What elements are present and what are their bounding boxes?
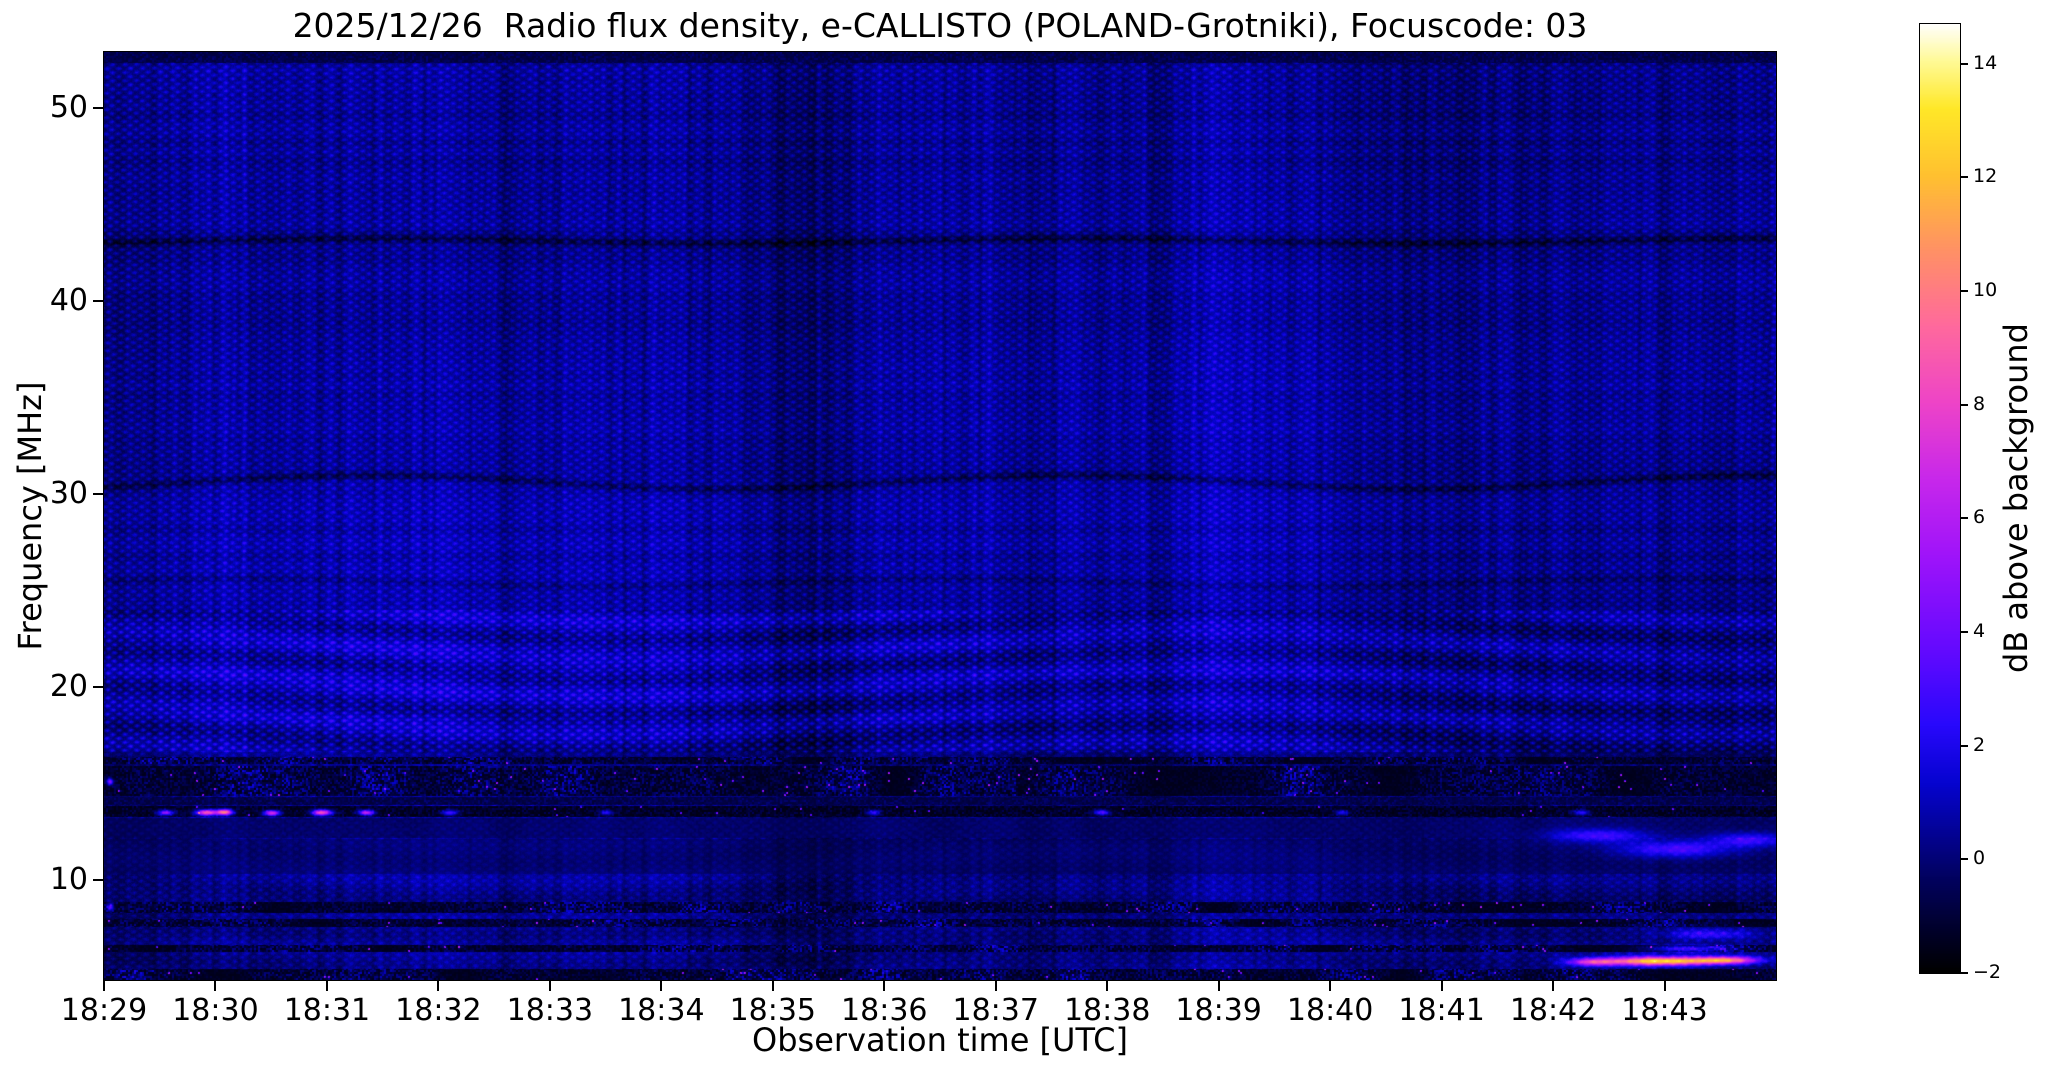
x-tick-mark xyxy=(883,981,886,991)
y-tick-label: 20 xyxy=(49,668,88,704)
y-tick-label: 30 xyxy=(49,475,88,511)
colorbar-tick-label: 0 xyxy=(1973,847,1986,870)
x-tick-label: 18:41 xyxy=(1398,993,1485,1028)
x-tick-mark xyxy=(1552,981,1555,991)
colorbar-tick-label: −2 xyxy=(1973,961,2002,983)
colorbar-tick-mark xyxy=(1961,176,1968,179)
x-tick-label: 18:30 xyxy=(172,993,259,1028)
colorbar-tick-label: 8 xyxy=(1973,392,1986,415)
x-tick-mark xyxy=(1329,981,1332,991)
colorbar-canvas xyxy=(1920,24,1960,973)
colorbar-tick-mark xyxy=(1961,744,1968,747)
colorbar-tick-mark xyxy=(1961,858,1968,861)
y-tick-mark xyxy=(93,106,103,109)
x-tick-mark xyxy=(771,981,774,991)
y-axis-label: Frequency [MHz] xyxy=(11,381,49,651)
x-tick-label: 18:36 xyxy=(841,993,928,1028)
x-tick-mark xyxy=(1440,981,1443,991)
colorbar-tick-mark xyxy=(1961,972,1968,974)
spectrogram-canvas xyxy=(104,52,1776,980)
x-tick-label: 18:31 xyxy=(283,993,371,1028)
colorbar-tick-mark xyxy=(1961,290,1968,293)
colorbar-tick-label: 10 xyxy=(1973,279,1998,302)
x-tick-label: 18:33 xyxy=(506,993,594,1028)
x-tick-label: 18:29 xyxy=(60,993,148,1028)
x-tick-label: 18:34 xyxy=(618,993,705,1028)
colorbar-tick-label: 12 xyxy=(1973,165,1998,188)
x-tick-mark xyxy=(548,981,551,991)
colorbar xyxy=(1919,23,1961,974)
x-tick-mark xyxy=(103,981,105,991)
colorbar-tick-label: 6 xyxy=(1973,506,1986,529)
plot-area xyxy=(103,51,1777,981)
colorbar-tick-mark xyxy=(1961,403,1968,406)
x-tick-label: 18:43 xyxy=(1621,993,1708,1028)
y-tick-label: 10 xyxy=(49,861,88,897)
y-tick-label: 50 xyxy=(49,89,88,125)
y-tick-label: 40 xyxy=(49,282,88,318)
x-tick-label: 18:40 xyxy=(1286,993,1374,1028)
x-tick-mark xyxy=(994,981,997,991)
x-tick-label: 18:35 xyxy=(729,993,817,1028)
colorbar-tick-label: 2 xyxy=(1973,733,1986,756)
x-tick-mark xyxy=(437,981,440,991)
x-tick-mark xyxy=(1663,981,1666,991)
chart-title: 2025/12/26 Radio flux density, e-CALLIST… xyxy=(292,6,1588,45)
y-tick-mark xyxy=(93,685,103,688)
colorbar-tick-label: 4 xyxy=(1973,620,1986,643)
colorbar-tick-mark xyxy=(1961,631,1968,634)
x-tick-mark xyxy=(1217,981,1220,991)
colorbar-tick-mark xyxy=(1961,517,1968,520)
x-tick-label: 18:38 xyxy=(1063,993,1151,1028)
x-tick-mark xyxy=(325,981,328,991)
y-tick-mark xyxy=(93,299,103,302)
x-tick-label: 18:32 xyxy=(395,993,482,1028)
x-tick-label: 18:39 xyxy=(1175,993,1262,1028)
x-tick-mark xyxy=(660,981,663,991)
x-tick-mark xyxy=(1106,981,1109,991)
x-tick-label: 18:37 xyxy=(952,993,1039,1028)
colorbar-tick-label: 14 xyxy=(1973,51,1998,74)
y-tick-mark xyxy=(93,492,103,495)
x-axis-label: Observation time [UTC] xyxy=(752,1021,1128,1059)
colorbar-tick-mark xyxy=(1961,62,1968,65)
x-tick-label: 18:42 xyxy=(1509,993,1597,1028)
x-tick-mark xyxy=(214,981,217,991)
y-tick-mark xyxy=(93,878,103,881)
